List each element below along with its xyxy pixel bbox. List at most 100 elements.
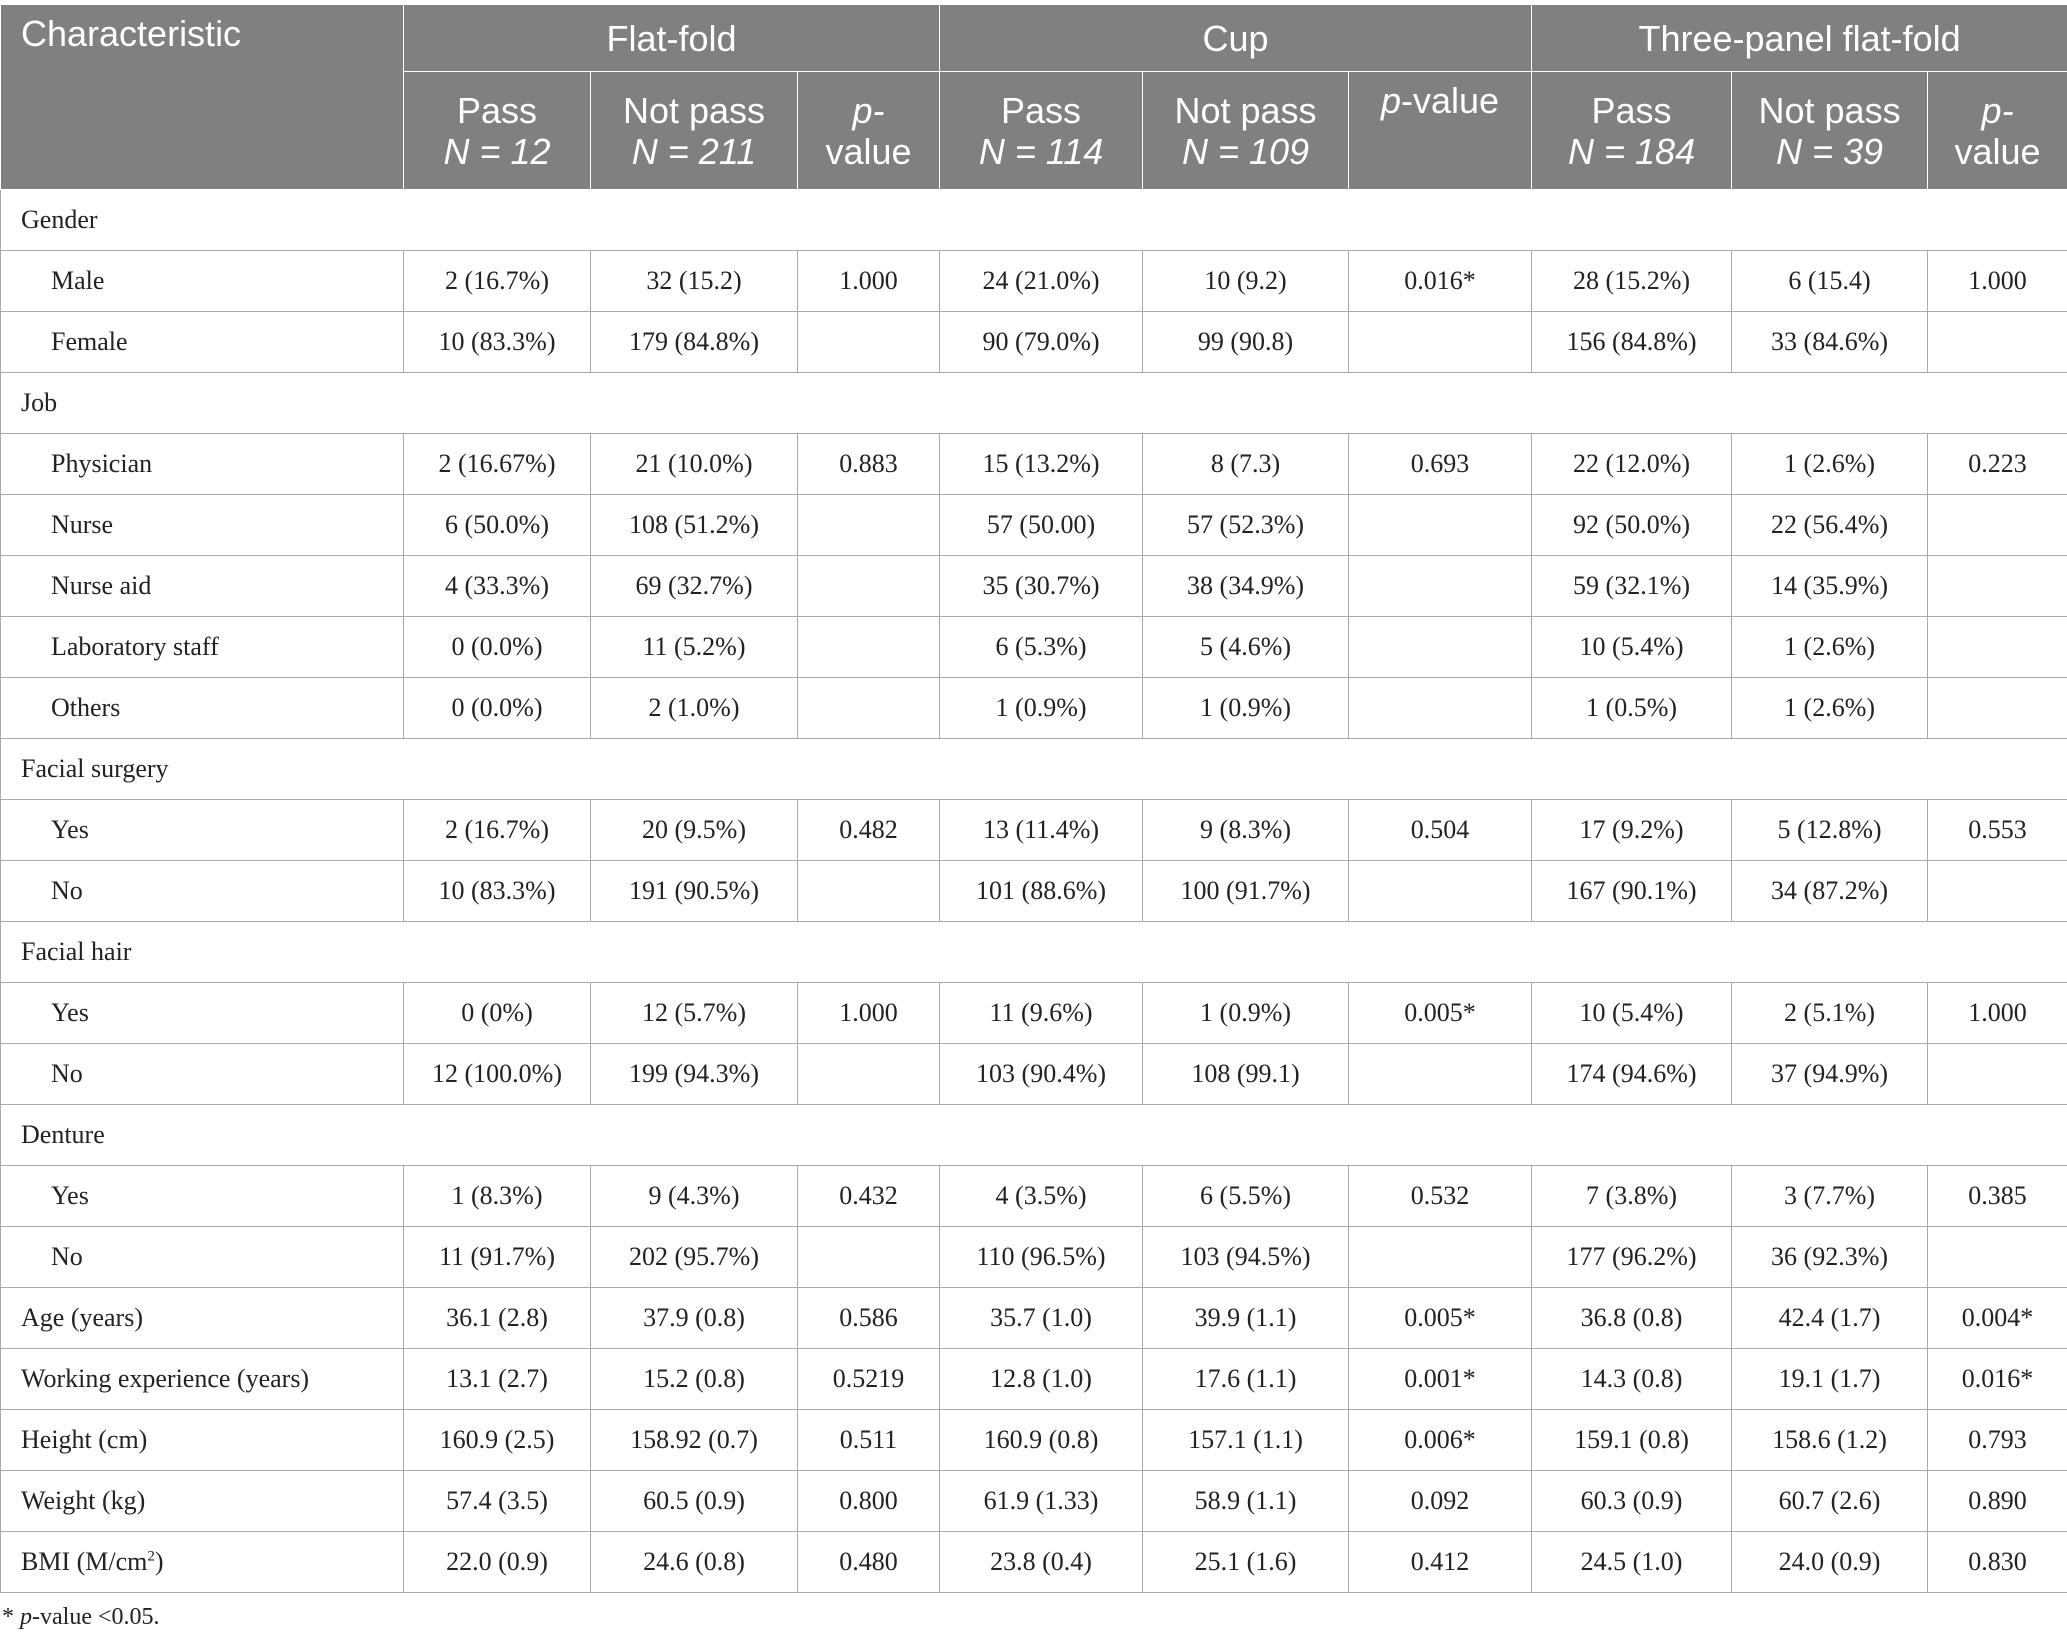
row-label: Laboratory staff [0,616,404,678]
data-cell [1927,860,2067,922]
data-cell: 0.800 [796,1470,941,1532]
data-cell: 2 (1.0%) [590,677,798,739]
header-row-subgroups: Pass N = 12 Not pass N = 211 p- value Pa… [1,71,2067,190]
table-row: Physician 2 (16.67%) 21 (10.0%) 0.883 15 (13… [0,433,2067,495]
header-cup-pass: Pass N = 114 [939,71,1144,190]
table-row: Age (years) 36.1 (2.8) 37.9 (0.8) 0.586 35.7… [0,1287,2067,1349]
data-cell: 3 (7.7%) [1731,1165,1929,1227]
row-label-text: No [51,1242,83,1271]
header-flatfold-notpass: Not pass N = 211 [590,71,798,190]
data-cell: 35 (30.7%) [939,555,1144,617]
data-cell: 0.693 [1348,433,1533,495]
data-cell [1927,1043,2067,1105]
data-cell: 0.006* [1348,1409,1533,1471]
table-row: Yes 0 (0%) 12 (5.7%) 1.000 11 (9.6%) 1 (0.9%)… [0,982,2067,1044]
data-cell: 0.005* [1348,1287,1533,1349]
row-label-text: Male [51,266,105,295]
header-n-count: N = 109 [1181,130,1310,172]
data-cell: 19.1 (1.7) [1731,1348,1929,1410]
category-row: Job [0,372,2067,434]
data-cell: 1 (2.6%) [1731,433,1929,495]
data-cell: 0.511 [796,1409,941,1471]
data-cell: 4 (3.5%) [939,1165,1144,1227]
data-cell: 156 (84.8%) [1531,311,1733,373]
row-label-text: No [51,1059,83,1088]
row-label-text: BMI (M/cm [21,1547,148,1576]
table-body: Gender Male 2 (16.7%) 32 (15.2) 1.000 24 (21.… [0,189,2067,1593]
row-label-text: Working experience (years) [21,1364,310,1393]
data-cell: 1 (8.3%) [403,1165,591,1227]
data-cell: 25.1 (1.6) [1142,1531,1350,1593]
data-cell [1927,616,2067,678]
data-cell: 0.482 [796,799,941,861]
data-cell: 0.385 [1927,1165,2067,1227]
header-flatfold-pvalue: p- value [796,71,941,190]
data-cell: 10 (5.4%) [1531,616,1733,678]
header-notpass-label: Not pass [622,89,766,131]
table-row: No 10 (83.3%) 191 (90.5%) 101 (88.6%) 100 (9… [0,860,2067,922]
data-cell: 60.5 (0.9) [590,1470,798,1532]
data-cell: 4 (33.3%) [403,555,591,617]
data-cell: 1 (0.9%) [1142,677,1350,739]
data-cell: 9 (4.3%) [590,1165,798,1227]
data-cell: 0.092 [1348,1470,1533,1532]
row-label: No [0,1226,404,1288]
data-cell: 0.830 [1927,1531,2067,1593]
table-row: Male 2 (16.7%) 32 (15.2) 1.000 24 (21.0%) 10 … [0,250,2067,312]
data-cell: 9 (8.3%) [1142,799,1350,861]
row-label: Yes [0,982,404,1044]
data-cell: 100 (91.7%) [1142,860,1350,922]
table-row: Nurse aid 4 (33.3%) 69 (32.7%) 35 (30.7%) 38… [0,555,2067,617]
data-cell: 160.9 (0.8) [939,1409,1144,1471]
row-label-text: Height (cm) [21,1425,148,1454]
data-cell: 58.9 (1.1) [1142,1470,1350,1532]
data-cell: 61.9 (1.33) [939,1470,1144,1532]
data-cell: 8 (7.3) [1142,433,1350,495]
row-label: Female [0,311,404,373]
data-cell: 2 (5.1%) [1731,982,1929,1044]
data-cell: 38 (34.9%) [1142,555,1350,617]
data-cell: 13.1 (2.7) [403,1348,591,1410]
header-characteristic: Characteristic [0,4,404,190]
data-cell: 60.7 (2.6) [1731,1470,1929,1532]
data-cell: 0.586 [796,1287,941,1349]
data-cell: 37 (94.9%) [1731,1043,1929,1105]
data-cell: 0.480 [796,1531,941,1593]
row-label-text: No [51,876,83,905]
table-row: Weight (kg) 57.4 (3.5) 60.5 (0.9) 0.800 61.9… [0,1470,2067,1532]
category-label: Facial hair [0,921,2067,983]
row-label: Nurse aid [0,555,404,617]
data-cell: 0 (0.0%) [403,677,591,739]
data-cell: 6 (5.3%) [939,616,1144,678]
data-cell: 0.016* [1927,1348,2067,1410]
data-cell: 10 (83.3%) [403,311,591,373]
data-cell: 11 (91.7%) [403,1226,591,1288]
data-cell: 35.7 (1.0) [939,1287,1144,1349]
row-label-text: Age (years) [21,1303,143,1332]
row-label-suffix: ) [154,1547,164,1576]
data-cell: 191 (90.5%) [590,860,798,922]
header-group-cup: Cup [939,4,1533,72]
data-cell: 1.000 [1927,250,2067,312]
data-cell: 57 (52.3%) [1142,494,1350,556]
row-label: BMI (M/cm2) [0,1531,404,1593]
data-cell: 0.553 [1927,799,2067,861]
category-row: Facial hair [0,921,2067,983]
table-row: Working experience (years) 13.1 (2.7) 15.2… [0,1348,2067,1410]
data-cell [1348,1043,1533,1105]
table-row: BMI (M/cm2) 22.0 (0.9) 24.6 (0.8) 0.480 23.8… [0,1531,2067,1593]
category-label: Facial surgery [0,738,2067,800]
category-label: Job [0,372,2067,434]
row-label-text: Physician [51,449,153,478]
data-cell: 90 (79.0%) [939,311,1144,373]
data-cell: 57 (50.00) [939,494,1144,556]
data-cell [1927,494,2067,556]
data-cell [796,311,941,373]
table-row: Yes 1 (8.3%) 9 (4.3%) 0.432 4 (3.5%) 6 (5.5%)… [0,1165,2067,1227]
header-p-rest: -value [1401,80,1500,121]
header-n-count: N = 114 [978,130,1104,172]
row-label: Others [0,677,404,739]
row-label: Weight (kg) [0,1470,404,1532]
row-label: Working experience (years) [0,1348,404,1410]
data-cell: 15.2 (0.8) [590,1348,798,1410]
